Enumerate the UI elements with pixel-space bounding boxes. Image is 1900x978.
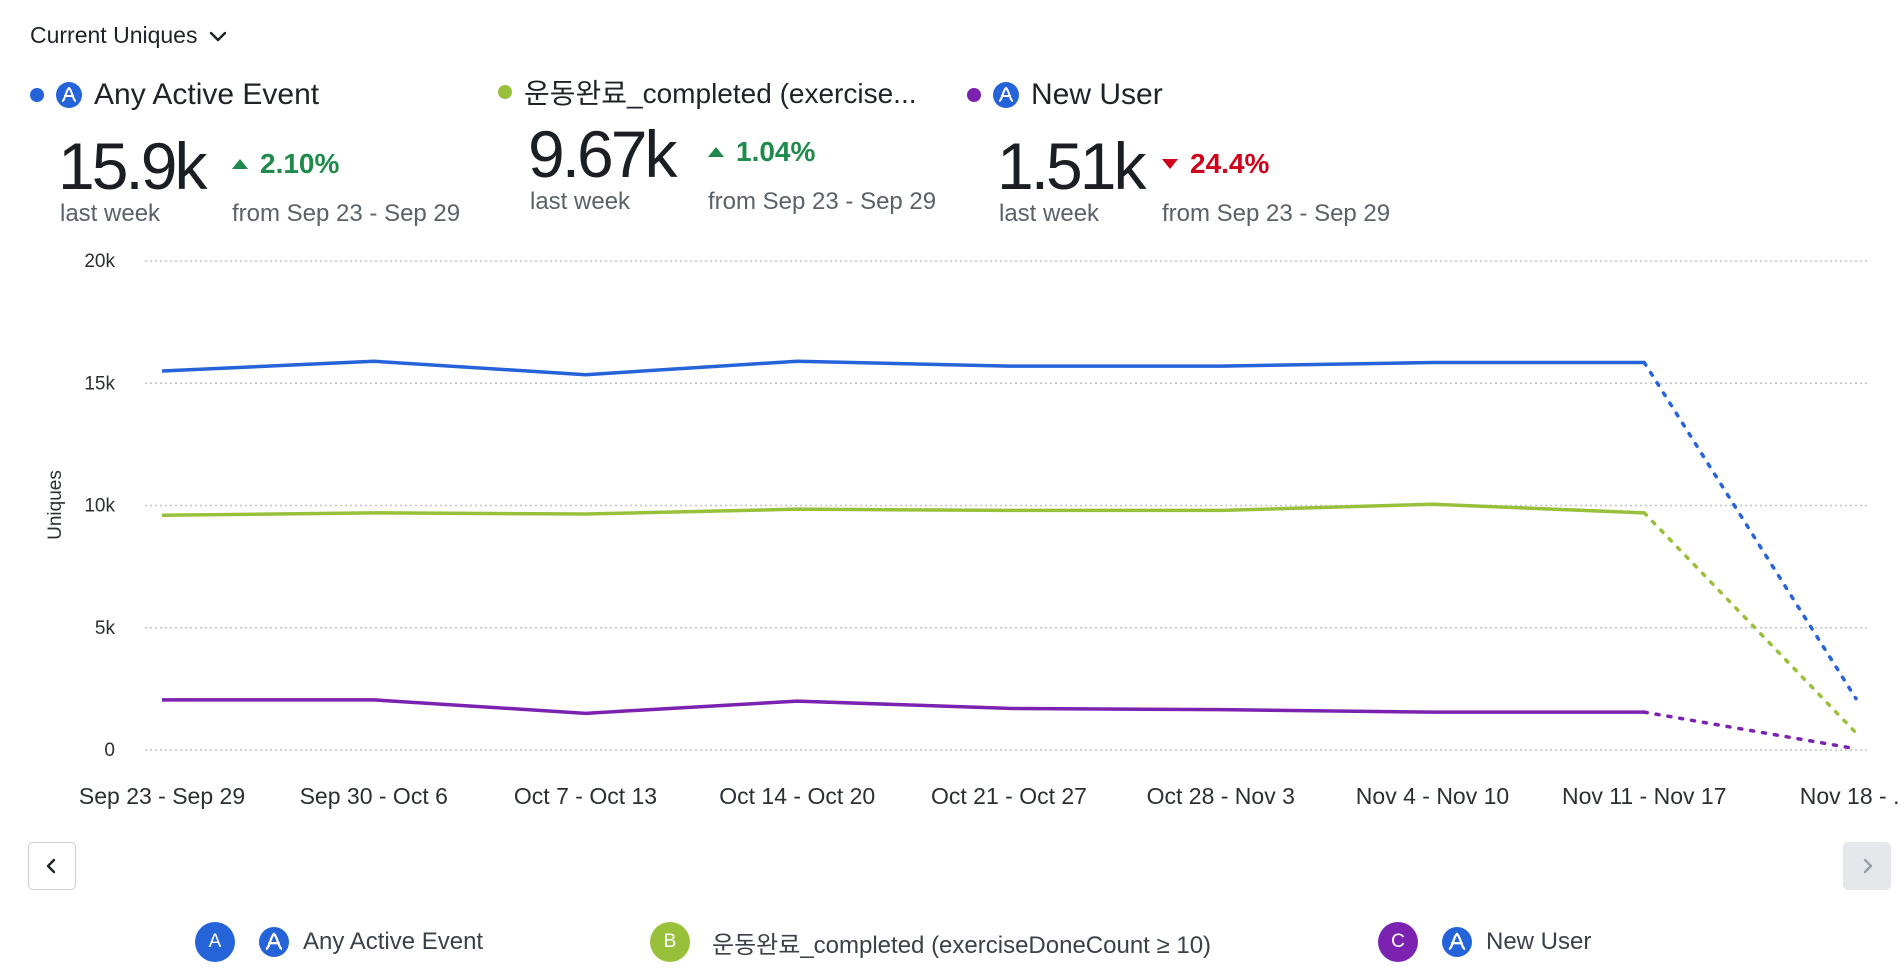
y-tick-label: 10k [84,496,115,517]
y-tick-label: 15k [84,373,115,394]
metric-change: 2.10% [232,148,339,180]
x-tick-label: Sep 23 - Sep 29 [79,783,245,809]
x-tick-label: Sep 30 - Oct 6 [300,783,448,809]
x-tick-label: Oct 14 - Oct 20 [719,783,875,809]
x-tick-label: Oct 21 - Oct 27 [931,783,1087,809]
series-line [161,359,1645,377]
metric-compare-range: from Sep 23 - Sep 29 [708,188,937,215]
amplitude-icon [259,927,289,957]
x-tick-label: Oct 7 - Oct 13 [514,783,657,809]
metric-name: Any Active Event [94,78,320,111]
legend-label: Any Active Event [303,928,484,955]
grid-lines [145,260,1868,751]
x-tick-label: Oct 28 - Nov 3 [1147,783,1295,809]
metric-card-any-active-event: Any Active Event 15.9k last week 2.10% f… [30,78,470,238]
metric-card-exercise-completed: 운동완료_completed (exercise... 9.67k last w… [498,72,968,232]
next-page-button[interactable] [1843,842,1891,890]
metric-compare-range: from Sep 23 - Sep 29 [1162,200,1391,227]
amplitude-icon [56,82,82,108]
amplitude-icon [993,82,1019,108]
y-axis-ticks: 0 5k 10k 15k 20k [84,251,115,761]
metric-value-label: last week [60,200,161,227]
chevron-left-icon [46,858,56,874]
series-lines [161,359,1858,751]
series-dot [967,88,981,102]
metric-value: 1.51k [997,129,1146,203]
y-tick-label: 20k [84,251,115,272]
x-tick-label: Nov 18 - ... [1800,783,1900,809]
y-tick-label: 5k [95,618,116,639]
trend-up-icon [232,159,248,169]
chevron-down-icon [210,31,227,41]
series-dot [30,88,44,102]
series-line [162,698,1645,716]
series-dot [498,85,512,99]
metric-dropdown[interactable]: Current Uniques [30,22,229,49]
y-axis-label: Uniques [45,470,66,540]
chevron-right-icon [1863,858,1873,874]
x-tick-label: Nov 11 - Nov 17 [1562,783,1726,809]
series-line-incomplete [1642,710,1858,751]
legend-item-a[interactable]: A Any Active Event [195,922,483,962]
series-badge: A [195,922,235,962]
trend-up-icon [708,147,724,157]
metric-change-value: 2.10% [260,148,340,179]
series-line-incomplete [1642,360,1858,701]
metric-dropdown-label: Current Uniques [30,22,198,48]
series-badge: B [650,922,690,962]
legend-label: New User [1486,928,1592,955]
metric-change: 1.04% [708,136,815,168]
metric-value-label: last week [530,188,631,215]
previous-page-button[interactable] [28,842,76,890]
metric-card-new-user: New User 1.51k last week 24.4% from Sep … [967,78,1407,238]
x-axis-ticks: Sep 23 - Sep 29 Sep 30 - Oct 6 Oct 7 - Oct… [79,783,1900,809]
series-badge: C [1378,922,1418,962]
legend-item-c[interactable]: C New User [1378,922,1591,962]
metric-name: 운동완료_completed (exercise... [524,78,917,109]
metric-change: 24.4% [1162,148,1269,180]
metric-value: 9.67k [528,117,677,191]
series-line-incomplete [1642,511,1858,735]
y-tick-label: 0 [104,740,115,761]
amplitude-icon [1442,927,1472,957]
trend-down-icon [1162,159,1178,169]
legend-item-b[interactable]: B 운동완료_completed (exerciseDoneCount ≥ 10… [650,922,1211,962]
metric-change-value: 24.4% [1190,148,1270,179]
metric-value: 15.9k [58,129,207,203]
metric-name: New User [1031,78,1163,111]
uniques-line-chart: 0 5k 10k 15k 20k Sep 23 - Sep 29 Sep 30 - Oct… [45,251,1900,809]
metric-compare-range: from Sep 23 - Sep 29 [232,200,461,227]
series-line [161,502,1645,518]
x-tick-label: Nov 4 - Nov 10 [1356,783,1509,809]
legend-label: 운동완료_completed (exerciseDoneCount ≥ 10) [712,931,1212,959]
metric-change-value: 1.04% [736,136,816,167]
metric-value-label: last week [999,200,1100,227]
